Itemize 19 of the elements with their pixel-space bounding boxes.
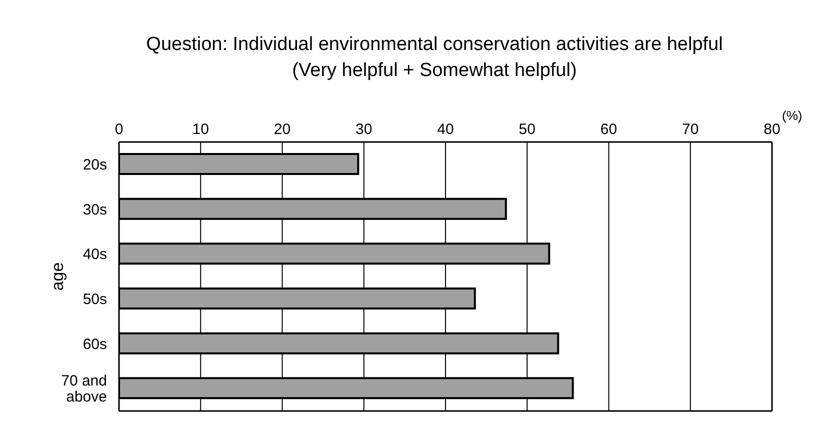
x-axis-title: (%) (782, 108, 802, 123)
x-tick-label: 10 (192, 121, 209, 138)
x-tick-label: 0 (114, 121, 124, 138)
x-tick-label: 70 (682, 121, 699, 138)
chart-title: Question: Individual environmental conservation activities are helpful (145, 33, 724, 57)
y-tick-label: 60s (82, 335, 107, 352)
y-tick-label: 20s (82, 156, 107, 173)
x-tick-label: 20 (274, 121, 291, 138)
x-tick-label: 80 (764, 121, 780, 138)
y-tick-label: 40s (82, 246, 107, 263)
y-axis-title: age (48, 262, 68, 291)
x-tick-label: 60 (600, 121, 618, 138)
chart-subtitle: (Very helpful + Somewhat helpful) (291, 59, 578, 83)
y-tick-label: 30s (82, 200, 107, 218)
y-tick-label: 70 and above (61, 372, 107, 406)
x-tick-label: 50 (518, 121, 536, 138)
y-tick-label: 50s (82, 290, 107, 308)
x-tick-label: 40 (437, 121, 454, 138)
x-tick-label: 30 (356, 121, 372, 138)
